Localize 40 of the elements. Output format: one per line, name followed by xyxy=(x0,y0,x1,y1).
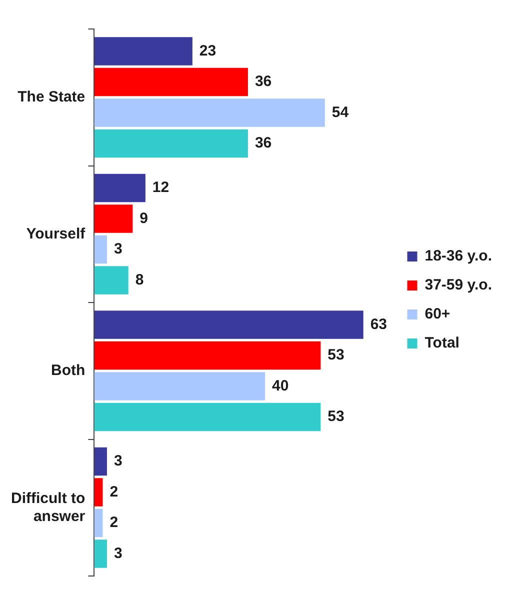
data-label: 36 xyxy=(254,73,272,90)
data-label: 23 xyxy=(199,42,216,60)
bar xyxy=(94,266,128,294)
legend-label: 18-36 y.o. xyxy=(424,248,492,265)
bar xyxy=(94,129,248,158)
bar xyxy=(94,341,321,370)
y-tick-label: Both xyxy=(50,362,86,380)
bar xyxy=(94,508,103,538)
legend-label: Total xyxy=(424,334,460,352)
data-label: 12 xyxy=(152,179,170,196)
data-label: 40 xyxy=(272,377,289,394)
bar xyxy=(94,540,107,568)
bar xyxy=(94,478,103,506)
bar xyxy=(94,37,192,66)
bar xyxy=(94,204,133,233)
bar xyxy=(94,372,266,400)
data-label: 2 xyxy=(110,514,118,532)
y-tick-label: The State xyxy=(18,88,86,106)
bar xyxy=(94,68,248,96)
data-label: 63 xyxy=(370,316,388,333)
y-tick-label: Difficult to answer xyxy=(10,490,86,525)
bar xyxy=(94,235,107,264)
data-label: 53 xyxy=(328,408,344,426)
data-label: 3 xyxy=(114,452,122,470)
data-label: 2 xyxy=(110,483,118,500)
legend-label: 37-59 y.o. xyxy=(424,276,492,294)
bar xyxy=(94,310,364,339)
data-label: 54 xyxy=(332,104,350,121)
data-label: 3 xyxy=(114,240,122,258)
data-label: 3 xyxy=(114,544,122,562)
bar xyxy=(94,447,107,476)
data-label: 36 xyxy=(254,134,272,152)
bar xyxy=(94,174,146,202)
bar xyxy=(94,402,321,432)
legend-label: 60+ xyxy=(424,306,450,323)
y-tick-label: Yourself xyxy=(26,225,86,242)
data-label: 9 xyxy=(140,210,148,227)
data-label: 53 xyxy=(328,346,344,364)
data-label: 8 xyxy=(135,271,144,288)
bar xyxy=(94,98,325,127)
